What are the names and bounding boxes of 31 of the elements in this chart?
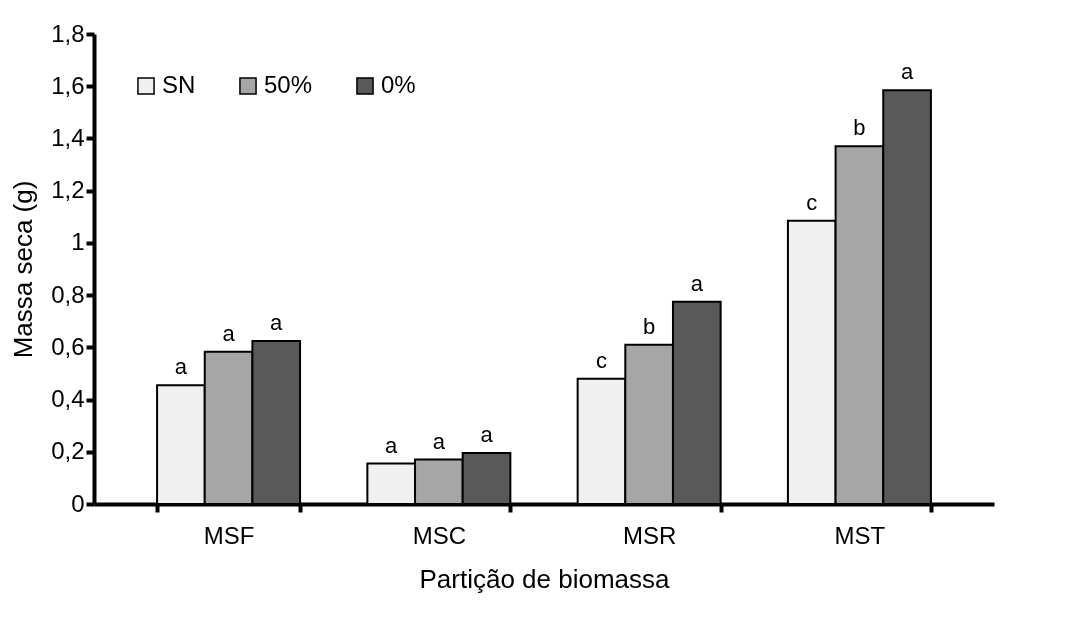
y-tick-label: 0: [71, 489, 85, 517]
y-tick-label: 0,2: [51, 437, 85, 465]
x-tick-label: MST: [834, 521, 886, 549]
data-label: a: [385, 432, 399, 458]
legend-label: 0%: [381, 71, 416, 98]
x-tick-label: MSF: [203, 521, 255, 549]
data-label: a: [222, 320, 236, 346]
y-tick-label: 0,4: [51, 385, 85, 413]
data-label: c: [806, 189, 818, 215]
data-label: c: [595, 347, 607, 373]
y-tick-label: 1,4: [51, 123, 85, 151]
y-tick-label: 0,6: [51, 332, 85, 360]
data-label: a: [174, 354, 188, 380]
data-label: b: [853, 115, 866, 141]
y-tick-label: 1,6: [51, 71, 85, 99]
y-tick-label: 1,8: [51, 19, 85, 47]
data-label: b: [643, 313, 656, 339]
data-label: a: [432, 428, 446, 454]
y-tick-label: 1: [71, 228, 85, 256]
x-tick-label: MSR: [622, 521, 677, 549]
legend-label: 50%: [264, 71, 313, 98]
y-axis-title: Massa seca (g): [8, 180, 39, 359]
data-label: a: [900, 59, 914, 85]
data-label: a: [480, 422, 494, 448]
y-tick-label: 1,2: [51, 176, 85, 204]
y-tick-label: 0,8: [51, 280, 85, 308]
data-label: a: [270, 310, 284, 336]
legend-label: SN: [162, 71, 196, 98]
x-axis-title: Partição de biomassa: [419, 563, 671, 594]
data-label: a: [690, 270, 704, 296]
x-tick-label: MSC: [412, 521, 467, 549]
